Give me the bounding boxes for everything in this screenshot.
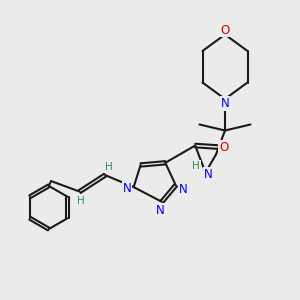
Text: O: O xyxy=(220,23,230,37)
Text: H: H xyxy=(105,162,112,172)
Text: N: N xyxy=(156,204,165,217)
Text: N: N xyxy=(220,97,230,110)
Text: H: H xyxy=(192,161,200,171)
Text: N: N xyxy=(203,168,212,182)
Text: H: H xyxy=(77,196,85,206)
Text: N: N xyxy=(123,182,131,195)
Text: O: O xyxy=(219,140,228,154)
Text: N: N xyxy=(179,183,188,196)
